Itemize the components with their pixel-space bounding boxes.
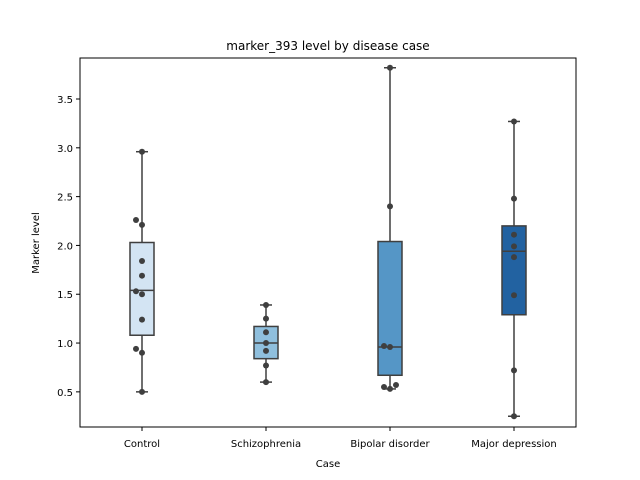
- data-point: [133, 217, 139, 224]
- data-point: [511, 243, 517, 250]
- data-point: [387, 203, 393, 210]
- data-point: [133, 345, 139, 352]
- y-tick-label: 1.5: [57, 290, 73, 301]
- data-point: [511, 195, 517, 202]
- data-point: [387, 64, 393, 71]
- x-tick-label: Control: [124, 439, 160, 450]
- y-tick-label: 1.0: [57, 339, 73, 350]
- y-tick-label: 0.5: [57, 388, 73, 399]
- data-point: [139, 316, 145, 323]
- x-tick-label: Major depression: [471, 439, 557, 450]
- data-point: [263, 362, 269, 369]
- data-point: [263, 301, 269, 308]
- data-point: [511, 231, 517, 238]
- x-tick-label: Schizophrenia: [231, 439, 301, 450]
- data-point: [263, 379, 269, 386]
- data-point: [387, 343, 393, 350]
- data-point: [139, 148, 145, 155]
- box-4: [501, 118, 527, 420]
- plot-area: [79, 57, 577, 428]
- data-point: [139, 349, 145, 356]
- data-point: [511, 292, 517, 299]
- data-point: [511, 118, 517, 125]
- plot-frame: [79, 57, 577, 428]
- y-tick-label: 3.0: [57, 144, 73, 155]
- data-point: [381, 383, 387, 390]
- data-point: [263, 315, 269, 322]
- data-point: [511, 367, 517, 374]
- data-point: [133, 288, 139, 295]
- box-2: [253, 301, 279, 386]
- data-point: [139, 388, 145, 395]
- data-point: [511, 254, 517, 261]
- data-point: [263, 340, 269, 347]
- y-tick-label: 3.5: [57, 95, 73, 106]
- box-body: [501, 225, 527, 316]
- x-tick-label: Bipolar disorder: [350, 439, 430, 450]
- y-tick-label: 2.0: [57, 241, 73, 252]
- box-1: [129, 148, 155, 395]
- y-tick-label: 2.5: [57, 193, 73, 204]
- data-point: [263, 347, 269, 354]
- data-point: [139, 258, 145, 265]
- box-3: [377, 64, 403, 392]
- data-point: [393, 382, 399, 389]
- y-axis: 0.5 1.0 1.5 2.0 2.5 3.0 3.5: [57, 95, 80, 399]
- data-point: [139, 272, 145, 279]
- y-axis-label: Marker level: [31, 212, 42, 274]
- data-point: [381, 342, 387, 349]
- box-body: [377, 240, 403, 377]
- data-point: [139, 221, 145, 228]
- x-axis: Control Schizophrenia Bipolar disorder Majo…: [124, 427, 557, 450]
- data-point: [263, 329, 269, 336]
- data-point: [139, 291, 145, 298]
- chart-title: marker_393 level by disease case: [226, 39, 429, 53]
- data-point: [511, 413, 517, 420]
- data-point: [387, 385, 393, 392]
- x-axis-label: Case: [316, 459, 340, 470]
